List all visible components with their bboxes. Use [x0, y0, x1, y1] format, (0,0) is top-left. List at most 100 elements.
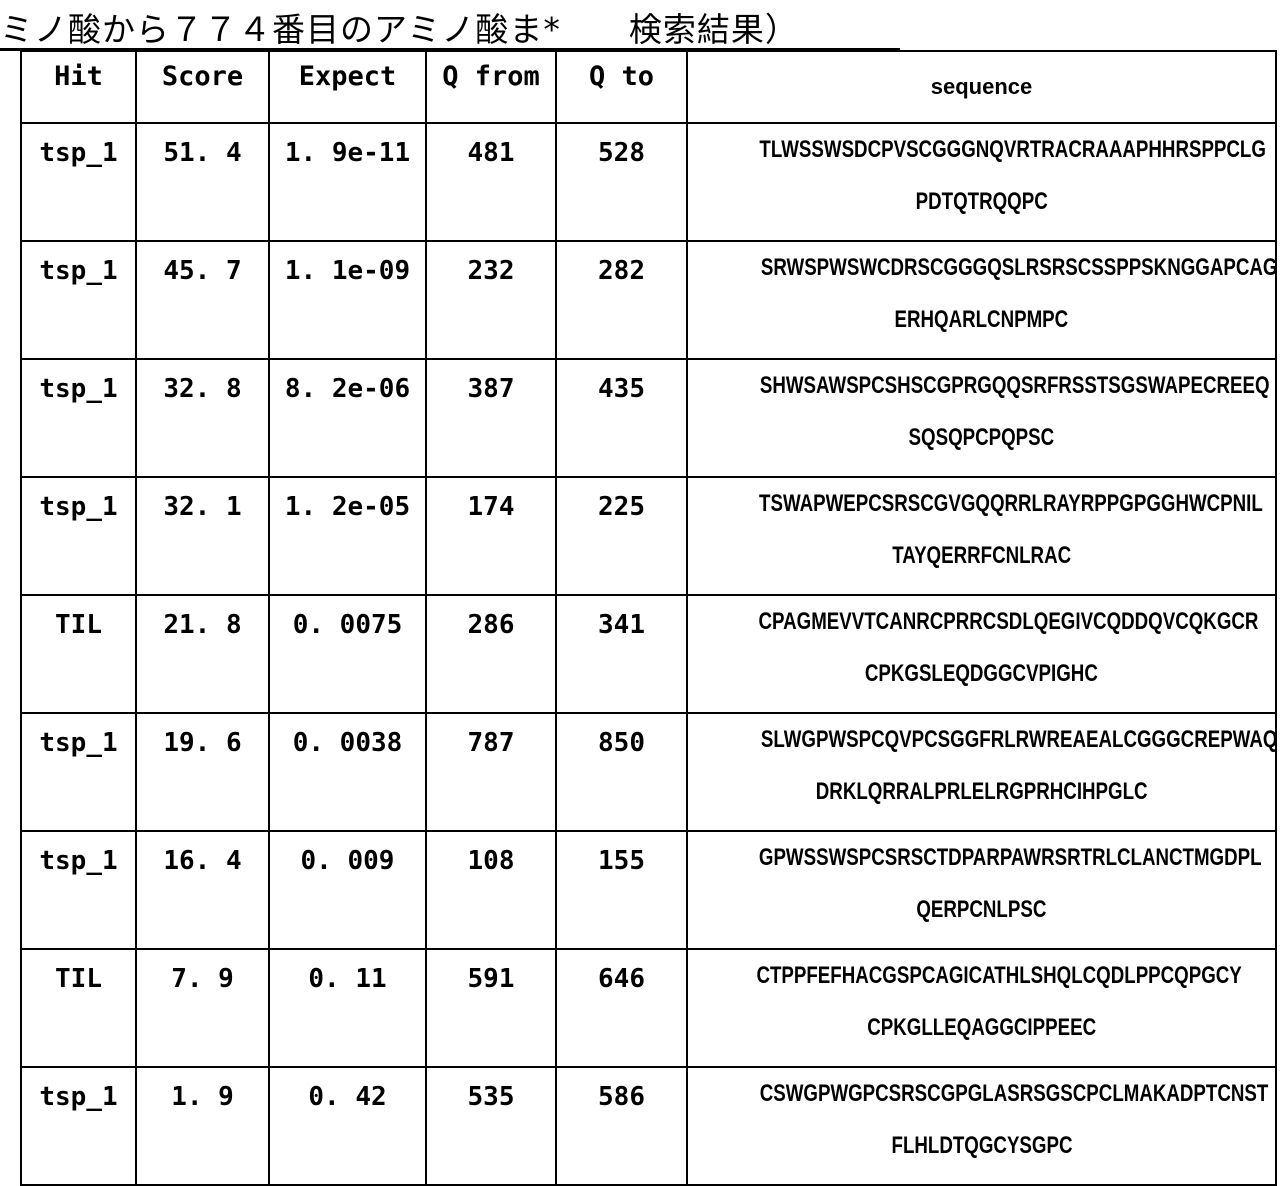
table-row: TIL7. 90. 11591646CTPPFEFHACGSPCAGICATHL… — [21, 949, 1276, 1067]
sequence-line: CPKGLLEQAGGCIPPEEC — [688, 1002, 1275, 1054]
sequence-line: CSWGPWGPCSRSCGPGLASRSGSCPCLMAKADPTCNST — [688, 1068, 1275, 1120]
sequence-text: CSWGPWGPCSRSCGPGLASRSGSCPCLMAKADPTCNST — [760, 1068, 1269, 1120]
q-from-cell: 174 — [426, 477, 556, 595]
header-sequence: sequence — [687, 51, 1276, 123]
table-row: TIL21. 80. 0075286341 CPAGMEVVTCANRCPRRCS… — [21, 595, 1276, 713]
table-row: tsp_11. 90. 42535586CSWGPWGPCSRSCGPGLASR… — [21, 1067, 1276, 1185]
hit-cell: tsp_1 — [21, 477, 136, 595]
expect-cell: 1. 1e-09 — [269, 241, 426, 359]
table-row: tsp_119. 60. 0038787850SLWGPWSPCQVPCSGGF… — [21, 713, 1276, 831]
hit-cell: tsp_1 — [21, 359, 136, 477]
sequence-line: SQSQPCPQPSC — [688, 412, 1275, 464]
header-q-to: Q to — [556, 51, 687, 123]
header-score: Score — [136, 51, 269, 123]
sequence-text: PDTQTRQQPC — [915, 176, 1047, 228]
q-to-cell: 528 — [556, 123, 687, 241]
score-cell: 7. 9 — [136, 949, 269, 1067]
sequence-text: TSWAPWEPCSRSCGVGQQRRLRAYRPPGPGGHWCPNIL — [759, 478, 1263, 530]
score-cell: 16. 4 — [136, 831, 269, 949]
table-row: tsp_145. 71. 1e-09232282SRWSPWSWCDRSCGGG… — [21, 241, 1276, 359]
score-cell: 1. 9 — [136, 1067, 269, 1185]
hit-cell: tsp_1 — [21, 831, 136, 949]
sequence-line: CPAGMEVVTCANRCPRRCSDLQEGIVCQDDQVCQKGCR — [688, 596, 1275, 648]
sequence-cell: TLWSSWSDCPVSCGGGNQVRTRACRAAAPHHRSPPCLGPD… — [687, 123, 1276, 241]
sequence-text: CPKGSLEQDGGCVPIGHC — [865, 648, 1098, 700]
q-from-cell: 591 — [426, 949, 556, 1067]
hit-cell: tsp_1 — [21, 713, 136, 831]
score-cell: 21. 8 — [136, 595, 269, 713]
expect-cell: 0. 42 — [269, 1067, 426, 1185]
q-to-cell: 646 — [556, 949, 687, 1067]
sequence-line: SHWSAWSPCSHSCGPRGQQSRFRSSTSGSWAPECREEQ — [688, 360, 1275, 412]
sequence-text: CTPPFEFHACGSPCAGICATHLSHQLCQDLPPCQPGCY — [756, 950, 1241, 1002]
sequence-line: ERHQARLCNPMPC — [688, 294, 1275, 346]
sequence-cell: SHWSAWSPCSHSCGPRGQQSRFRSSTSGSWAPECREEQSQ… — [687, 359, 1276, 477]
q-from-cell: 387 — [426, 359, 556, 477]
score-cell: 19. 6 — [136, 713, 269, 831]
sequence-line: GPWSSWSPCSRSCTDPARPAWRSRTRLCLANCTMGDPL — [688, 832, 1275, 884]
table-row: tsp_132. 11. 2e-05174225TSWAPWEPCSRSCGVG… — [21, 477, 1276, 595]
expect-cell: 8. 2e-06 — [269, 359, 426, 477]
q-to-cell: 341 — [556, 595, 687, 713]
sequence-line: FLHLDTQGCYSGPC — [688, 1120, 1275, 1172]
sequence-line: TSWAPWEPCSRSCGVGQQRRLRAYRPPGPGGHWCPNIL — [688, 478, 1275, 530]
header-hit: Hit — [21, 51, 136, 123]
sequence-text: CPAGMEVVTCANRCPRRCSDLQEGIVCQDDQVCQKGCR — [759, 596, 1259, 648]
hit-cell: TIL — [21, 595, 136, 713]
q-to-cell: 435 — [556, 359, 687, 477]
sequence-text: SRWSPWSWCDRSCGGGQSLRSRSCSSPPSKNGGAPCAG — [761, 242, 1278, 294]
q-to-cell: 586 — [556, 1067, 687, 1185]
sequence-text: CPKGLLEQAGGCIPPEEC — [867, 1002, 1096, 1054]
header-q-from: Q from — [426, 51, 556, 123]
score-cell: 32. 1 — [136, 477, 269, 595]
q-from-cell: 108 — [426, 831, 556, 949]
hit-cell: TIL — [21, 949, 136, 1067]
table-row: tsp_116. 40. 009108155GPWSSWSPCSRSCTDPAR… — [21, 831, 1276, 949]
q-from-cell: 787 — [426, 713, 556, 831]
sequence-text: QERPCNLPSC — [916, 884, 1046, 936]
q-to-cell: 225 — [556, 477, 687, 595]
score-cell: 51. 4 — [136, 123, 269, 241]
header-expect: Expect — [269, 51, 426, 123]
q-from-cell: 232 — [426, 241, 556, 359]
sequence-line: CPKGSLEQDGGCVPIGHC — [688, 648, 1275, 700]
q-from-cell: 481 — [426, 123, 556, 241]
sequence-line: TAYQERRFCNLRAC — [688, 530, 1275, 582]
sequence-cell: SLWGPWSPCQVPCSGGFRLRWREAEALCGGGCREPWAQDR… — [687, 713, 1276, 831]
q-to-cell: 282 — [556, 241, 687, 359]
sequence-cell: CSWGPWGPCSRSCGPGLASRSGSCPCLMAKADPTCNSTFL… — [687, 1067, 1276, 1185]
expect-cell: 0. 11 — [269, 949, 426, 1067]
hit-cell: tsp_1 — [21, 123, 136, 241]
page-title: ミノ酸から７７４番目のアミノ酸ま* 検索結果） — [0, 10, 799, 50]
sequence-line: DRKLQRRALPRLELRGPRHCIHPGLC — [688, 766, 1275, 818]
sequence-line: PDTQTRQQPC — [688, 176, 1275, 228]
q-from-cell: 535 — [426, 1067, 556, 1185]
sequence-line: SLWGPWSPCQVPCSGGFRLRWREAEALCGGGCREPWAQ — [688, 714, 1275, 766]
sequence-cell: CTPPFEFHACGSPCAGICATHLSHQLCQDLPPCQPGCYCP… — [687, 949, 1276, 1067]
hit-cell: tsp_1 — [21, 241, 136, 359]
sequence-cell: GPWSSWSPCSRSCTDPARPAWRSRTRLCLANCTMGDPLQE… — [687, 831, 1276, 949]
header-row: Hit Score Expect Q from Q to sequence — [21, 51, 1276, 123]
expect-cell: 0. 0075 — [269, 595, 426, 713]
sequence-cell: TSWAPWEPCSRSCGVGQQRRLRAYRPPGPGGHWCPNILTA… — [687, 477, 1276, 595]
search-results-table: Hit Score Expect Q from Q to sequence ts… — [20, 50, 1277, 1186]
score-cell: 45. 7 — [136, 241, 269, 359]
sequence-text: FLHLDTQGCYSGPC — [891, 1120, 1072, 1172]
sequence-line: QERPCNLPSC — [688, 884, 1275, 936]
sequence-text: TAYQERRFCNLRAC — [892, 530, 1071, 582]
expect-cell: 1. 2e-05 — [269, 477, 426, 595]
sequence-text: SHWSAWSPCSHSCGPRGQQSRFRSSTSGSWAPECREEQ — [760, 360, 1270, 412]
q-from-cell: 286 — [426, 595, 556, 713]
sequence-text: TLWSSWSDCPVSCGGGNQVRTRACRAAAPHHRSPPCLG — [759, 124, 1266, 176]
q-to-cell: 155 — [556, 831, 687, 949]
sequence-line: SRWSPWSWCDRSCGGGQSLRSRSCSSPPSKNGGAPCAG — [688, 242, 1275, 294]
sequence-text: DRKLQRRALPRLELRGPRHCIHPGLC — [816, 766, 1148, 818]
sequence-text: ERHQARLCNPMPC — [895, 294, 1069, 346]
sequence-text: SLWGPWSPCQVPCSGGFRLRWREAEALCGGGCREPWAQ — [761, 714, 1278, 766]
sequence-cell: SRWSPWSWCDRSCGGGQSLRSRSCSSPPSKNGGAPCAGER… — [687, 241, 1276, 359]
expect-cell: 1. 9e-11 — [269, 123, 426, 241]
q-to-cell: 850 — [556, 713, 687, 831]
table-row: tsp_132. 88. 2e-06387435SHWSAWSPCSHSCGPR… — [21, 359, 1276, 477]
sequence-line: TLWSSWSDCPVSCGGGNQVRTRACRAAAPHHRSPPCLG — [688, 124, 1275, 176]
hit-cell: tsp_1 — [21, 1067, 136, 1185]
